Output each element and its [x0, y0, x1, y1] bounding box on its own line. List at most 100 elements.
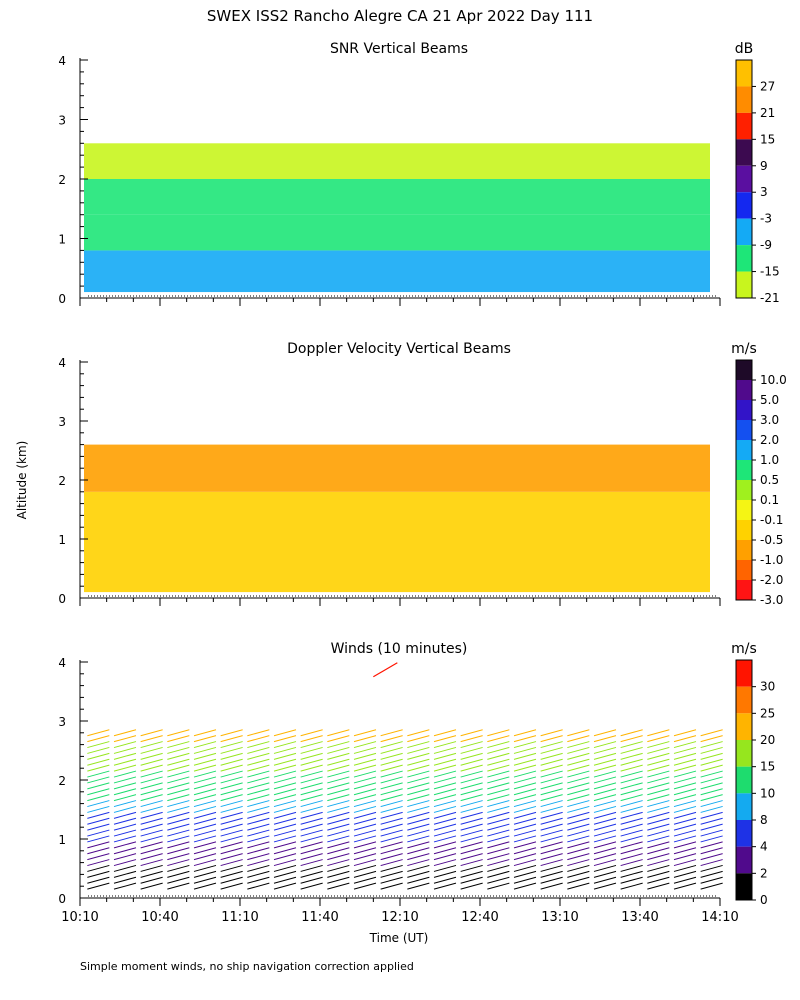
- wind-barb: [220, 853, 243, 861]
- wind-barb: [673, 829, 697, 837]
- wind-barb: [247, 741, 270, 749]
- wind-barb: [247, 800, 270, 808]
- wind-barb: [113, 853, 137, 861]
- colorbar-label: 20: [760, 733, 775, 747]
- wind-barb: [513, 746, 537, 754]
- wind-barb: [113, 811, 137, 819]
- wind-barb: [380, 735, 403, 743]
- wind-barb: [673, 835, 697, 843]
- wind-barb: [513, 853, 537, 861]
- wind-barb: [193, 859, 217, 867]
- wind-barb: [540, 823, 563, 831]
- wind-barb: [593, 800, 617, 808]
- colorbar-swatch: [736, 218, 752, 246]
- wind-barb: [220, 741, 243, 749]
- wind-barb: [593, 853, 617, 861]
- wind-barb: [273, 841, 297, 849]
- wind-barb: [513, 841, 537, 849]
- wind-barb: [167, 770, 190, 778]
- wind-barb: [700, 770, 723, 778]
- wind-barb: [460, 823, 483, 831]
- wind-barb: [460, 811, 483, 819]
- wind-barb: [220, 859, 243, 867]
- wind-barb: [567, 800, 590, 808]
- wind-barb: [87, 752, 110, 760]
- wind-barb: [647, 770, 670, 778]
- wind-barb: [140, 853, 163, 861]
- wind-barb: [273, 847, 297, 855]
- wind-barb: [87, 817, 110, 825]
- wind-barb: [620, 864, 643, 872]
- wind-barb: [247, 752, 270, 760]
- wind-barb: [353, 758, 377, 766]
- wind-barb: [247, 776, 270, 784]
- wind-barb: [167, 835, 190, 843]
- wind-barb: [353, 882, 377, 890]
- wind-barb: [647, 752, 670, 760]
- wind-barb: [593, 847, 617, 855]
- wind-barb: [140, 841, 163, 849]
- wind-barb: [87, 805, 110, 813]
- wind-barb: [353, 770, 377, 778]
- wind-barb: [700, 811, 723, 819]
- wind-barb: [247, 829, 270, 837]
- colorbar-label: 3: [760, 185, 768, 199]
- wind-barb: [487, 805, 510, 813]
- wind-barb: [647, 764, 670, 772]
- wind-barb: [647, 847, 670, 855]
- wind-barb: [620, 841, 643, 849]
- wind-barb: [487, 811, 510, 819]
- doppler-colorbar-unit: m/s: [731, 341, 757, 357]
- wind-barb: [273, 829, 297, 837]
- wind-barb: [87, 859, 110, 867]
- wind-barb: [647, 746, 670, 754]
- wind-barb: [620, 741, 643, 749]
- wind-barb: [540, 847, 563, 855]
- wind-barb: [113, 752, 137, 760]
- x-tick-label: 12:40: [461, 910, 498, 925]
- wind-barb: [433, 776, 457, 784]
- wind-barb: [433, 746, 457, 754]
- winds-colorbar-unit: m/s: [731, 641, 757, 657]
- wind-barb: [380, 805, 403, 813]
- wind-barb: [220, 841, 243, 849]
- wind-barb: [460, 758, 483, 766]
- wind-barb: [113, 788, 137, 796]
- wind-barb: [167, 752, 190, 760]
- wind-barb: [87, 746, 110, 754]
- wind-barb: [273, 741, 297, 749]
- colorbar-swatch: [736, 820, 752, 847]
- y-axis-label: Altitude (km): [15, 441, 29, 520]
- wind-barb: [273, 817, 297, 825]
- wind-barb: [87, 841, 110, 849]
- wind-barb: [407, 823, 430, 831]
- wind-barb: [673, 805, 697, 813]
- wind-barbs: [87, 662, 723, 890]
- wind-barb: [487, 882, 510, 890]
- wind-barb: [513, 735, 537, 743]
- colorbar-swatch: [736, 440, 752, 460]
- wind-barb: [460, 788, 483, 796]
- wind-barb: [460, 746, 483, 754]
- wind-barb: [380, 859, 403, 867]
- wind-barb: [140, 794, 163, 802]
- wind-barb: [700, 788, 723, 796]
- wind-barb: [433, 741, 457, 749]
- wind-barb: [460, 735, 483, 743]
- wind-barb: [460, 853, 483, 861]
- wind-barb: [567, 823, 590, 831]
- colorbar-label: 1.0: [760, 453, 779, 467]
- colorbar-swatch: [736, 660, 752, 687]
- wind-barb: [433, 805, 457, 813]
- y-tick-label: 1: [58, 833, 66, 847]
- wind-barb: [540, 882, 563, 890]
- colorbar-swatch: [736, 400, 752, 420]
- wind-barb: [593, 823, 617, 831]
- y-tick-label: 1: [58, 233, 66, 247]
- wind-barb: [220, 829, 243, 837]
- wind-barb: [673, 876, 697, 884]
- wind-barb: [647, 782, 670, 790]
- wind-barb: [113, 841, 137, 849]
- wind-barb: [700, 835, 723, 843]
- wind-barb: [247, 870, 270, 878]
